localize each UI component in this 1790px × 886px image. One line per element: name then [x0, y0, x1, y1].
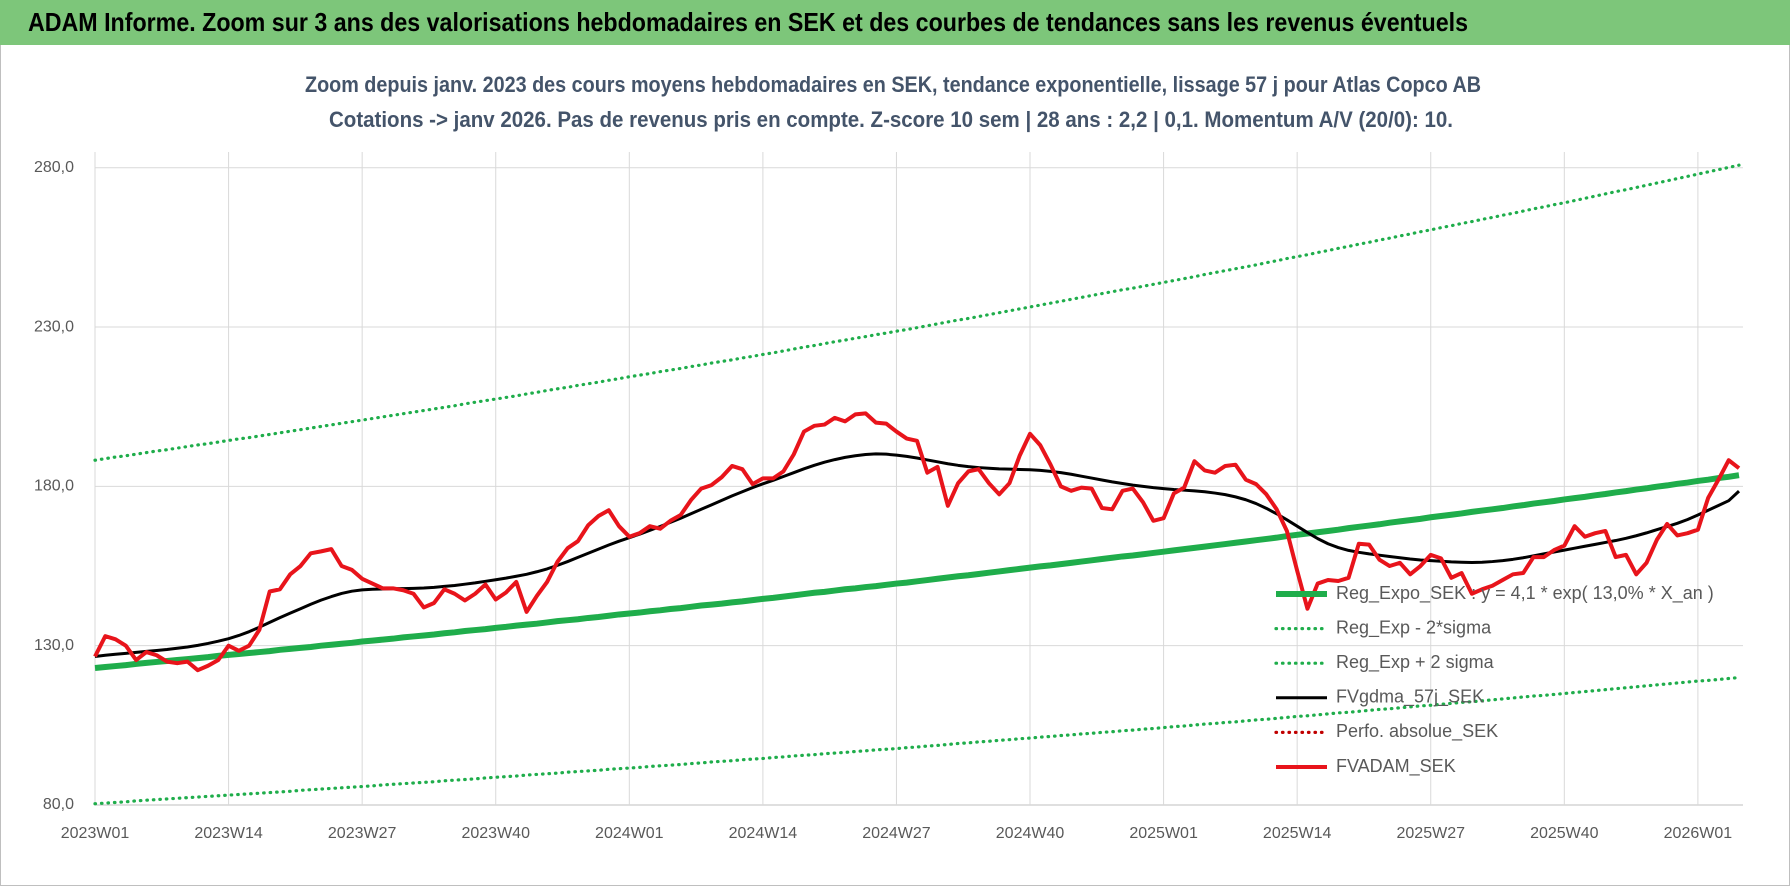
- x-tick-label: 2023W01: [61, 825, 130, 842]
- legend-label: FVADAM_SEK: [1336, 756, 1456, 777]
- legend-label: Perfo. absolue_SEK: [1336, 721, 1498, 742]
- series-line: [93, 675, 1741, 806]
- x-tick-label: 2025W27: [1397, 825, 1466, 842]
- series-line: [94, 472, 1740, 671]
- x-tick-label: 2024W14: [729, 825, 798, 842]
- x-tick-label: 2023W27: [328, 825, 397, 842]
- legend-label: FVgdma_57j_SEK: [1336, 687, 1484, 708]
- legend-label: Reg_Exp + 2 sigma: [1336, 652, 1495, 673]
- chart-title: Zoom depuis janv. 2023 des cours moyens …: [305, 72, 1481, 97]
- y-tick-label: 80,0: [43, 796, 74, 813]
- x-tick-label: 2023W40: [461, 825, 530, 842]
- header-title: ADAM Informe. Zoom sur 3 ans des valoris…: [28, 7, 1468, 37]
- series-line: [93, 163, 1741, 462]
- y-tick-label: 130,0: [34, 637, 74, 654]
- y-tick-label: 180,0: [34, 478, 74, 495]
- series-line: [94, 452, 1741, 659]
- chart-subtitle: Cotations -> janv 2026. Pas de revenus p…: [329, 107, 1453, 132]
- header-bar: [0, 0, 1790, 45]
- x-tick-label: 2025W01: [1129, 825, 1198, 842]
- x-tick-label: 2025W40: [1530, 825, 1599, 842]
- x-tick-label: 2026W01: [1664, 825, 1733, 842]
- x-tick-label: 2024W40: [996, 825, 1065, 842]
- series-line: [93, 411, 1741, 673]
- x-tick-label: 2024W01: [595, 825, 664, 842]
- x-tick-label: 2025W14: [1263, 825, 1332, 842]
- legend-label: Reg_Exp - 2*sigma: [1336, 617, 1492, 638]
- legend-label: Reg_Expo_SEK : y = 4,1 * exp( 13,0% * X_…: [1336, 583, 1714, 604]
- x-tick-label: 2023W14: [194, 825, 263, 842]
- x-tick-label: 2024W27: [862, 825, 931, 842]
- y-tick-label: 280,0: [34, 159, 74, 176]
- y-tick-label: 230,0: [34, 318, 74, 335]
